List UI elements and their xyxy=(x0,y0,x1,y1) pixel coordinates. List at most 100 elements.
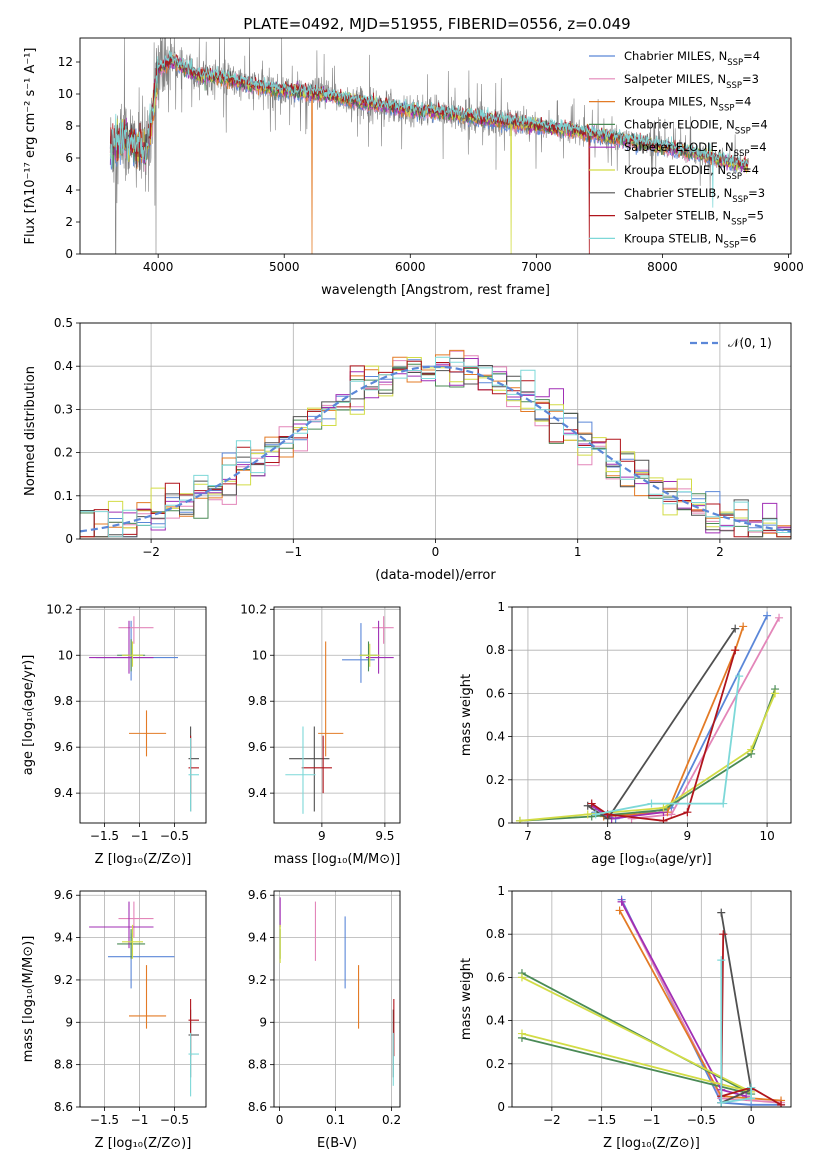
y-tick-label: 10 xyxy=(58,648,73,662)
legend-subscript: SSP xyxy=(726,172,742,182)
legend-n-ssp: =6 xyxy=(739,231,756,245)
series-line xyxy=(519,688,776,822)
legend-subscript: SSP xyxy=(732,195,748,205)
y-tick-label: 9.6 xyxy=(248,888,267,902)
plus-marker xyxy=(517,973,526,982)
series-line xyxy=(519,693,776,822)
x-tick-label: −2 xyxy=(142,545,160,559)
axes-frame: 9 9.5 9.4 9.6 9.8 10 10.2 mass [log₁₀(M/M⊙)] xyxy=(240,602,401,867)
x-axis-label: (data-model)/error xyxy=(375,568,496,583)
y-tick-label: 9 xyxy=(259,1015,267,1029)
y-tick-label: 8.8 xyxy=(54,1058,73,1072)
y-axis-label: Flux [fλ10⁻¹⁷ erg cm⁻² s⁻¹ A⁻¹] xyxy=(23,48,38,245)
axes-frame: 4000 5000 6000 7000 8000 9000 0 2 4 6 8 10 12 wavelen… xyxy=(23,37,804,298)
y-tick-label: 0.1 xyxy=(54,489,73,503)
x-tick-label: −1 xyxy=(284,545,302,559)
axes-frame: −1.5 −1 −0.5 9.4 9.6 9.8 10 10.2 Z [log₁₀(Z/Z⊙)]… xyxy=(21,602,207,867)
y-tick-label: 0.6 xyxy=(486,970,505,984)
legend-n-ssp: =3 xyxy=(748,186,765,200)
plus-marker xyxy=(731,646,740,655)
series-line xyxy=(603,626,745,818)
axes-spine xyxy=(273,890,401,1108)
plot-area xyxy=(89,901,199,1097)
legend-label: Chabrier MILES, NSSP=4 xyxy=(624,49,760,68)
plus-marker xyxy=(683,808,692,817)
legend-subscript: SSP xyxy=(719,104,735,114)
series-line xyxy=(618,909,782,1102)
legend-n-ssp: =4 xyxy=(734,95,751,109)
plus-marker xyxy=(777,1100,786,1107)
x-axis-label: age [log₁₀(age/yr)] xyxy=(591,852,712,867)
y-tick-label: 9.2 xyxy=(248,973,267,987)
plus-marker xyxy=(583,810,592,819)
y-tick-label: 8 xyxy=(65,119,73,133)
series-line xyxy=(720,934,782,1106)
y-tick-label: 9.8 xyxy=(248,694,267,708)
plus-marker xyxy=(735,672,744,681)
chart-massweight_vs_age: 7 8 9 10 0 0.2 0.4 0.6 0.8 1 age [log₁₀(age/yr)] ma… xyxy=(459,600,792,867)
model-spectrum-line xyxy=(109,50,749,208)
x-axis-label: Z [log₁₀(Z/Z⊙)] xyxy=(95,1136,192,1151)
y-tick-label: 0.3 xyxy=(54,402,73,416)
axes-spine xyxy=(79,890,207,1108)
plus-marker xyxy=(719,799,728,808)
legend-n-ssp: =4 xyxy=(743,49,760,63)
y-tick-label: 9 xyxy=(65,1015,73,1029)
chart-mass_vs_Z: −1.5 −1 −0.5 8.6 8.8 9 9.2 9.4 9.6 Z [log₁₀(Z/Z⊙)… xyxy=(21,888,207,1151)
plus-marker xyxy=(739,622,748,631)
y-axis-label: mass [log₁₀(M/M⊙)] xyxy=(21,936,36,1063)
series-line xyxy=(595,615,768,820)
axes-spine xyxy=(79,606,207,824)
plus-marker xyxy=(517,1029,526,1038)
x-tick-label: −1 xyxy=(131,1113,149,1127)
y-tick-label: 9.4 xyxy=(54,786,73,800)
y-tick-label: 0.6 xyxy=(486,686,505,700)
y-tick-label: 0.2 xyxy=(54,446,73,460)
y-tick-label: 0.4 xyxy=(486,1014,505,1028)
plus-marker xyxy=(515,816,524,823)
legend-n-ssp: =4 xyxy=(750,140,767,154)
legend-subscript: SSP xyxy=(726,81,742,91)
series-line xyxy=(631,617,780,820)
y-tick-label: 10.2 xyxy=(240,602,267,616)
y-tick-label: 2 xyxy=(65,215,73,229)
y-tick-label: 0.4 xyxy=(486,730,505,744)
series-line xyxy=(595,675,741,816)
axes-frame: 7 8 9 10 0 0.2 0.4 0.6 0.8 1 age [log₁₀(age/yr)] ma… xyxy=(459,600,792,867)
y-axis-label: Normed distribution xyxy=(23,366,38,496)
y-tick-label: 0.2 xyxy=(486,1057,505,1071)
chart-mass_vs_EBV: 0 0.1 0.2 8.6 8.8 9 9.2 9.4 9.6 E(B-V) xyxy=(248,888,401,1151)
x-tick-label: 9.5 xyxy=(375,829,394,843)
legend-label: Chabrier STELIB, NSSP=3 xyxy=(624,186,765,205)
plus-marker xyxy=(747,1083,756,1092)
y-tick-label: 0 xyxy=(65,532,73,546)
series-line xyxy=(521,976,752,1093)
y-tick-label: 6 xyxy=(65,151,73,165)
plus-marker xyxy=(717,1098,726,1107)
x-tick-label: 8000 xyxy=(647,260,678,274)
y-axis-label: mass weight xyxy=(459,674,474,756)
series-line xyxy=(720,912,753,1104)
x-tick-label: 2 xyxy=(716,545,724,559)
series-line xyxy=(521,972,752,1095)
y-tick-label: 9.8 xyxy=(54,694,73,708)
axes-spine xyxy=(79,37,792,255)
chart-age_vs_mass: 9 9.5 9.4 9.6 9.8 10 10.2 mass [log₁₀(M/M⊙)] xyxy=(240,602,401,867)
y-tick-label: 0 xyxy=(65,247,73,261)
legend-subscript: SSP xyxy=(735,126,751,136)
x-tick-label: 5000 xyxy=(269,260,300,274)
figure-title: PLATE=0492, MJD=51955, FIBERID=0556, z=0… xyxy=(243,15,630,33)
plus-marker xyxy=(647,799,656,808)
plot-area xyxy=(279,897,395,1086)
legend-n-ssp: =4 xyxy=(742,163,759,177)
plus-marker xyxy=(775,613,784,622)
chart-age_vs_Z: −1.5 −1 −0.5 9.4 9.6 9.8 10 10.2 Z [log₁₀(Z/Z⊙)]… xyxy=(21,602,207,867)
legend-subscript: SSP xyxy=(724,240,740,250)
x-tick-label: −1 xyxy=(643,1113,661,1127)
y-axis-label: age [log₁₀(age/yr)] xyxy=(21,655,36,776)
legend-subscript: SSP xyxy=(734,149,750,159)
plus-marker xyxy=(659,803,668,812)
axes-frame: −2 −1.5 −1 −0.5 0 0 0.2 0.4 0.6 0.8 1 Z [log₁₀(Z/Z⊙… xyxy=(459,884,792,1151)
y-tick-label: 4 xyxy=(65,183,73,197)
